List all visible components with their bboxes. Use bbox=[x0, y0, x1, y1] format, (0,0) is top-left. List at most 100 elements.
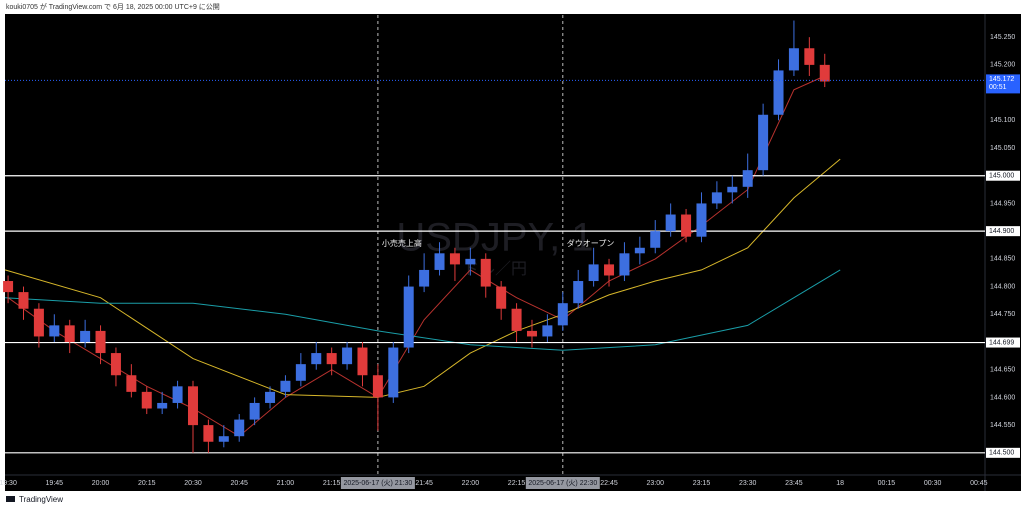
event-time-box bbox=[340, 477, 415, 489]
y-tick-label: 144.750 bbox=[990, 311, 1015, 318]
candle-body bbox=[126, 375, 137, 392]
candle-body bbox=[588, 264, 599, 282]
tv-logo bbox=[6, 496, 15, 502]
y-tick-label: 145.100 bbox=[990, 117, 1015, 124]
candle-body bbox=[311, 353, 322, 365]
candle-body bbox=[64, 325, 75, 342]
x-tick-label: 20:30 bbox=[184, 480, 202, 487]
candle-body bbox=[218, 436, 229, 442]
watermark-sub: ドル／円 bbox=[463, 261, 527, 278]
candle-body bbox=[357, 347, 368, 376]
x-tick-label: 22:00 bbox=[462, 480, 480, 487]
candle-body bbox=[33, 308, 44, 337]
candle-body bbox=[18, 292, 29, 309]
event-label: 小売売上高 bbox=[382, 238, 422, 248]
price-tag-label: 144.900 bbox=[989, 228, 1014, 235]
x-tick-label: 23:30 bbox=[739, 480, 757, 487]
candle-body bbox=[234, 419, 245, 437]
candle-body bbox=[650, 231, 661, 248]
header: kouki0705 が TradingView.com で 6月 18, 202… bbox=[6, 2, 220, 11]
x-tick-label: 23:45 bbox=[785, 480, 803, 487]
event-time-box bbox=[525, 477, 600, 489]
x-tick-label: 20:15 bbox=[138, 480, 156, 487]
event-time-label: 2025-06-17 (火) 21:30 bbox=[343, 479, 412, 487]
x-tick-label: 18 bbox=[836, 480, 844, 487]
last-price-countdown: 00:51 bbox=[989, 84, 1007, 91]
plot: 19:30 19:45 20:00 20:15 20:30 20:45 21:00 21:15… bbox=[0, 15, 1020, 489]
candle-body bbox=[665, 214, 676, 232]
event-time-label: 2025-06-17 (火) 22:30 bbox=[528, 479, 597, 487]
candle-body bbox=[249, 402, 260, 420]
x-tick-label: 22:15 bbox=[508, 480, 526, 487]
price-tag-label: 144.699 bbox=[989, 339, 1014, 346]
candle-body bbox=[295, 364, 306, 381]
candle-body bbox=[773, 70, 784, 115]
x-tick-label: 20:00 bbox=[92, 480, 110, 487]
x-tick-label: 00:45 bbox=[970, 480, 988, 487]
last-price-label: 145.172 bbox=[989, 76, 1014, 83]
candle-body bbox=[403, 286, 414, 348]
candle-body bbox=[542, 325, 553, 337]
moving-average bbox=[4, 269, 841, 351]
candle-body bbox=[727, 186, 738, 193]
candle-body bbox=[526, 330, 537, 337]
y-tick-label: 144.850 bbox=[990, 256, 1015, 263]
candle-body bbox=[172, 386, 183, 403]
y-tick-label: 144.650 bbox=[990, 367, 1015, 374]
candle-body bbox=[80, 330, 91, 342]
chart-background bbox=[5, 14, 1021, 491]
candle-body bbox=[95, 330, 106, 354]
y-tick-label: 144.600 bbox=[990, 394, 1015, 401]
candle-body bbox=[711, 192, 722, 204]
candle-body bbox=[280, 380, 291, 392]
candle-body bbox=[141, 391, 152, 409]
price-tag bbox=[986, 337, 1020, 348]
candle-body bbox=[604, 264, 615, 276]
x-tick-label: 00:15 bbox=[878, 480, 896, 487]
x-tick-label: 21:00 bbox=[277, 480, 295, 487]
y-tick-label: 144.550 bbox=[990, 422, 1015, 429]
x-tick-label: 22:45 bbox=[600, 480, 618, 487]
candle-body bbox=[110, 353, 121, 376]
candle-body bbox=[511, 308, 522, 331]
x-tick-label: 00:30 bbox=[924, 480, 942, 487]
candle-body bbox=[265, 391, 276, 403]
candle-body bbox=[696, 203, 707, 237]
x-tick-label: 21:15 bbox=[323, 480, 341, 487]
candle-body bbox=[634, 247, 645, 254]
y-tick-label: 145.200 bbox=[990, 62, 1015, 69]
last-price-tag bbox=[986, 74, 1020, 94]
y-tick-label: 145.250 bbox=[990, 34, 1015, 41]
y-tick-label: 145.050 bbox=[990, 145, 1015, 152]
x-tick-label: 20:45 bbox=[230, 480, 248, 487]
candle-body bbox=[3, 281, 14, 293]
candle-body bbox=[388, 347, 399, 398]
footer: TradingView bbox=[19, 495, 63, 504]
candle-body bbox=[434, 253, 445, 270]
price-tag-label: 145.000 bbox=[989, 173, 1014, 180]
candle-body bbox=[496, 286, 507, 309]
price-tag bbox=[986, 170, 1020, 181]
candle-body bbox=[326, 353, 337, 365]
price-tag-label: 144.500 bbox=[989, 450, 1014, 457]
candle-body bbox=[573, 281, 584, 304]
x-tick-label: 19:30 bbox=[0, 480, 17, 487]
price-tag bbox=[986, 226, 1020, 237]
x-tick-label: 23:15 bbox=[693, 480, 711, 487]
candle-body bbox=[187, 386, 198, 426]
candle-body bbox=[465, 258, 476, 265]
candle-body bbox=[788, 48, 799, 71]
candle-body bbox=[480, 258, 491, 287]
candle-body bbox=[419, 269, 430, 287]
candle-body bbox=[372, 375, 383, 398]
y-tick-label: 144.950 bbox=[990, 200, 1015, 207]
candle-body bbox=[557, 303, 568, 326]
x-tick-label: 23:00 bbox=[646, 480, 664, 487]
candle-body bbox=[203, 425, 214, 442]
x-tick-label: 21:45 bbox=[415, 480, 433, 487]
candle-body bbox=[819, 64, 830, 82]
candle-body bbox=[449, 253, 460, 265]
candle-body bbox=[804, 48, 815, 65]
